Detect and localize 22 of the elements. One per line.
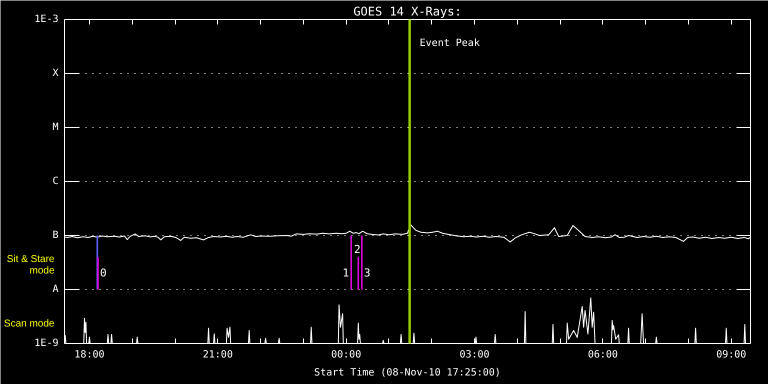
x-tick-label: 00:00: [331, 350, 362, 360]
ref-line-label: Event Peak: [420, 38, 480, 49]
annotation: 0: [100, 266, 107, 280]
y-tick-label: 1E-9: [34, 338, 59, 349]
y-tick-label: X: [52, 68, 59, 79]
y-tick-label: C: [52, 176, 59, 187]
x-tick-label: 09:00: [716, 350, 746, 360]
y-tick-label: B: [52, 230, 59, 241]
chart-title: GOES 14 X-Rays:: [353, 4, 462, 18]
annotation: 3: [364, 266, 370, 280]
x-tick-label: 03:00: [459, 350, 490, 360]
x-tick-label: 18:00: [74, 350, 105, 360]
annotation: 2: [354, 242, 361, 256]
y-tick-label: A: [52, 284, 59, 295]
y-tick-label: 1E-3: [34, 14, 59, 25]
text: Sit & Stare mode: [6, 254, 55, 277]
x-tick-label: 21:00: [202, 350, 233, 360]
y-tick-label: M: [52, 122, 59, 133]
x-axis-title: Start Time (08-Nov-10 17:25:00): [314, 368, 501, 378]
x-tick-label: 06:00: [588, 350, 618, 360]
annotation: 1: [342, 266, 350, 280]
text: Scan mode: [4, 318, 55, 330]
